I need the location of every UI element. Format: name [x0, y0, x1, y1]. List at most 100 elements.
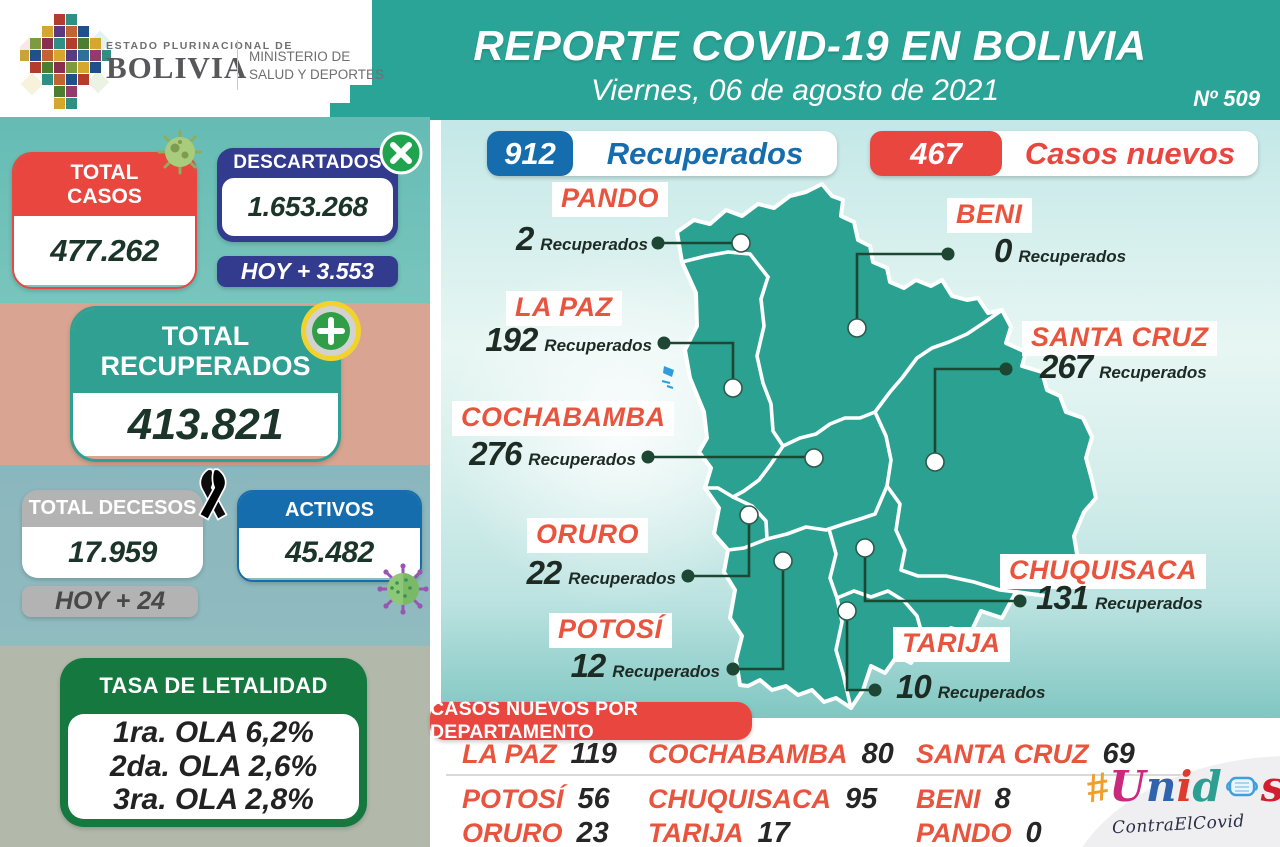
total-recuperados-card: TOTAL RECUPERADOS 413.821: [70, 306, 341, 462]
ministry-line2: SALUD Y DEPORTES: [249, 66, 385, 82]
cell-value: 23: [576, 817, 609, 847]
leader-end-dots: [641, 236, 1027, 697]
tasa-letalidad-label: TASA DE LETALIDAD: [99, 673, 328, 698]
table-separator: [446, 774, 1246, 776]
decesos-today-pill: HOY + 24: [22, 586, 198, 617]
virus-icon: [156, 128, 204, 181]
cell-value: 17: [757, 817, 790, 847]
recuperados-banner-label: Recuperados: [606, 135, 804, 171]
letter-i: i: [1176, 762, 1193, 811]
la-paz-count: 192: [485, 321, 538, 358]
oruro-unit: Recuperados: [568, 569, 676, 588]
oruro-count: 22: [526, 554, 563, 591]
total-recuperados-value: 413.821: [127, 399, 284, 449]
table-cell-beni: BENI 8: [916, 783, 1011, 816]
ola2-rate: 2da. OLA 2,6%: [109, 749, 318, 783]
report-number: Nº 509: [1193, 86, 1260, 111]
map-value-oruro: 22 Recuperados: [527, 554, 676, 592]
recuperados-banner: 912 Recuperados: [487, 131, 837, 176]
map-label-santa-cruz: SANTA CRUZ: [1022, 321, 1218, 356]
leader-lines: [648, 241, 1020, 692]
decesos-value: 17.959: [68, 535, 157, 569]
pando-unit: Recuperados: [540, 235, 648, 254]
letter-n: n: [1145, 762, 1177, 811]
casos-nuevos-banner-label: Casos nuevos: [1024, 135, 1236, 171]
letter-u: U: [1109, 762, 1146, 811]
total-casos-value: 477.262: [50, 232, 159, 268]
table-cell-chuquisaca: CHUQUISACA 95: [648, 783, 877, 816]
cell-name: LA PAZ: [462, 739, 557, 769]
descartados-label: DESCARTADOS: [233, 152, 382, 173]
map-label-la-paz: LA PAZ: [506, 291, 622, 326]
cell-value: 69: [1102, 738, 1135, 770]
casos-nuevos-table-title: CASOS NUEVOS POR DEPARTAMENTO: [430, 698, 752, 743]
cell-value: 0: [1025, 817, 1042, 847]
lake-titicaca-icon: [661, 366, 674, 389]
potosi-unit: Recuperados: [612, 662, 720, 681]
descartados-value: 1.653.268: [247, 191, 368, 222]
activos-card: ACTIVOS 45.482: [237, 490, 422, 582]
face-mask-icon: [1224, 774, 1260, 805]
beni-count: 0: [994, 232, 1012, 269]
beni-unit: Recuperados: [1018, 247, 1127, 266]
activos-label: ACTIVOS: [239, 492, 420, 528]
bolivia-map: [640, 150, 1110, 715]
santa-cruz-unit: Recuperados: [1099, 363, 1207, 382]
plus-circle-icon: [300, 300, 362, 367]
tasa-letalidad-card: TASA DE LETALIDAD 1ra. OLA 6,2% 2da. OLA…: [60, 658, 367, 827]
cochabamba-count: 276: [469, 435, 522, 472]
chuquisaca-unit: Recuperados: [1095, 594, 1203, 613]
table-cell-tarija: TARIJA 17: [648, 817, 790, 847]
casos-nuevos-banner: 467 Casos nuevos: [870, 131, 1258, 176]
table-cell-pando: PANDO 0: [916, 817, 1042, 847]
map-value-la-paz: 192 Recuperados: [485, 321, 652, 359]
map-label-cochabamba: COCHABAMBA: [452, 401, 675, 436]
state-pretitle: ESTADO PLURINACIONAL DE: [106, 40, 293, 52]
table-cell-santa-cruz: SANTA CRUZ 69: [916, 738, 1135, 771]
letter-d: d: [1192, 762, 1222, 811]
recuperados-label-2: RECUPERADOS: [100, 351, 311, 381]
logo-divider: [237, 40, 238, 90]
total-casos-label-1: TOTAL: [70, 161, 139, 185]
pando-count: 2: [515, 220, 534, 257]
tarija-count: 10: [896, 668, 932, 705]
hashtag-glyph: #: [1082, 764, 1112, 812]
cell-name: POTOSÍ: [462, 784, 564, 814]
letter-s: s: [1261, 766, 1280, 808]
bolivia-coat-of-arms-icon: [18, 12, 112, 119]
descartados-today-pill: HOY + 3.553: [217, 256, 398, 287]
cell-name: TARIJA: [648, 818, 744, 847]
cell-name: COCHABAMBA: [648, 739, 848, 769]
table-cell-la-paz: LA PAZ 119: [462, 738, 617, 771]
x-circle-icon: [378, 130, 424, 181]
map-label-pando: PANDO: [552, 182, 669, 217]
map-value-santa-cruz: 267 Recuperados: [1040, 348, 1207, 386]
header-bar: ESTADO PLURINACIONAL DE BOLIVIA MINISTER…: [0, 0, 1280, 120]
state-title: BOLIVIA: [106, 50, 248, 85]
cell-name: ORURO: [462, 818, 563, 847]
mourning-ribbon-icon: [192, 468, 234, 527]
cochabamba-unit: Recuperados: [528, 450, 636, 469]
table-cell-potosi: POTOSÍ 56: [462, 783, 610, 816]
ola1-rate: 1ra. OLA 6,2%: [113, 716, 314, 750]
cell-value: 80: [861, 738, 894, 770]
total-casos-label-2: CASOS: [67, 185, 142, 208]
cell-name: PANDO: [916, 818, 1012, 847]
chuquisaca-count: 131: [1036, 579, 1089, 616]
map-value-potosi: 12 Recuperados: [571, 647, 720, 685]
cell-name: SANTA CRUZ: [916, 739, 1089, 769]
map-label-beni: BENI: [947, 198, 1032, 233]
decesos-label: TOTAL DECESOS: [22, 490, 203, 527]
map-label-tarija: TARIJA: [893, 627, 1010, 662]
unidos-word: # U n i d s: [1082, 762, 1280, 818]
table-cell-oruro: ORURO 23: [462, 817, 609, 847]
map-label-oruro: ORURO: [527, 518, 648, 553]
unidos-contra-el-covid-logo: # U n i d s ContraElCovid: [1082, 762, 1280, 838]
map-point-dots: [723, 233, 945, 621]
decesos-today: HOY + 24: [54, 587, 166, 615]
ministry-line1: MINISTERIO DE: [249, 49, 351, 64]
virus-purple-icon: [376, 562, 430, 621]
cell-value: 95: [845, 783, 878, 815]
ministry-name: MINISTERIO DE SALUD Y DEPORTES: [249, 48, 384, 83]
